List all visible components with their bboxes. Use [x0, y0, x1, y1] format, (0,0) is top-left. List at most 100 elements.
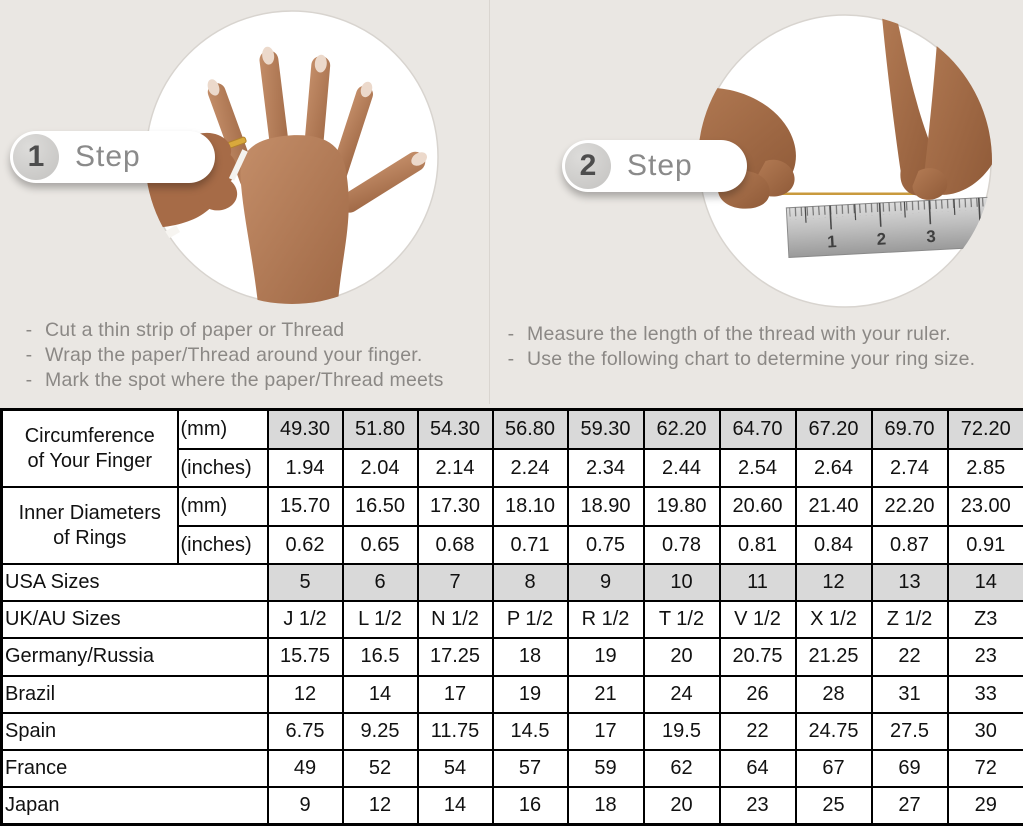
instruction-item: - Cut a thin strip of paper or Thread: [22, 318, 444, 343]
size-cell: 0.87: [870, 524, 949, 566]
steel-ruler: 1 2 3: [785, 194, 993, 258]
size-cell: 12: [794, 563, 873, 603]
column-divider: [489, 0, 490, 404]
size-cell: T 1/2: [642, 600, 721, 640]
size-cell: 33: [946, 674, 1023, 714]
table-row: Circumference of Your Finger (mm) 49.30 51.8…: [0, 408, 1023, 489]
step1-instructions: - Cut a thin strip of paper or Thread - …: [22, 318, 444, 393]
row-label: USA Sizes: [0, 563, 269, 603]
size-cell: 31: [870, 674, 949, 714]
row-label: UK/AU Sizes: [0, 600, 269, 640]
table-row: (inches) 0.62 0.65 0.68 0.71 0.75 0.78 0.81 0.84…: [2, 524, 1023, 566]
step1-photo: [143, 8, 441, 306]
size-cell: 24: [642, 674, 721, 714]
ruler-number-2: 2: [876, 229, 886, 248]
size-cell: 14: [341, 674, 419, 714]
size-cell: 27.5: [870, 711, 949, 751]
size-cell: 54.30: [416, 408, 494, 450]
unit-label: (inches): [176, 524, 269, 566]
size-cell: 7: [416, 563, 494, 603]
size-cell: 18.90: [566, 486, 645, 527]
ring-size-table: Circumference of Your Finger (mm) 49.30 51.8…: [0, 408, 1023, 826]
step2-label: Step: [627, 149, 693, 182]
step2-instructions: - Measure the length of the thread with …: [504, 322, 975, 372]
unit-label: (mm): [176, 486, 269, 527]
size-cell: 64.70: [718, 408, 797, 450]
size-cell: J 1/2: [266, 600, 344, 640]
step1-label: Step: [75, 140, 141, 173]
size-cell: 0.78: [642, 524, 721, 566]
measuring-thread-illustration: 1 2 3: [697, 13, 993, 308]
size-cell: 22: [718, 711, 797, 751]
fingernails: [207, 46, 427, 166]
row-label: Circumference of Your Finger: [0, 408, 179, 489]
size-cell: 69.70: [870, 408, 949, 450]
instruction-text: Use the following chart to determine you…: [527, 348, 976, 370]
size-cell: 14.5: [491, 711, 569, 751]
step1-number: 1: [13, 134, 59, 180]
bullet-dash: -: [25, 319, 33, 341]
size-cell: 20: [642, 785, 721, 826]
size-cell: 28: [794, 674, 873, 714]
size-cell: 67.20: [794, 408, 873, 450]
size-cell: 26: [718, 674, 797, 714]
size-cell: 8: [491, 563, 569, 603]
size-cell: 22.20: [870, 486, 949, 527]
size-cell: 27: [870, 785, 949, 826]
size-cell: 51.80: [341, 408, 419, 450]
step2-number: 2: [565, 143, 611, 189]
size-cell: 19.5: [642, 711, 721, 751]
size-cell: 59: [566, 748, 645, 788]
size-chart-section: Circumference of Your Finger (mm) 49.30 51.8…: [0, 408, 1023, 826]
size-cell: 11.75: [416, 711, 494, 751]
size-cell: 62: [642, 748, 721, 788]
size-cell: 21: [566, 674, 645, 714]
size-cell: 0.68: [416, 524, 494, 566]
size-cell: 2.04: [341, 447, 419, 489]
step2-photo: 1 2 3: [696, 12, 994, 310]
unit-label: (mm): [176, 408, 269, 450]
paper-strip: [228, 149, 248, 181]
size-cell: 17: [416, 674, 494, 714]
size-cell: Z3: [946, 600, 1023, 640]
size-cell: V 1/2: [718, 600, 797, 640]
size-cell: X 1/2: [794, 600, 873, 640]
size-cell: 12: [341, 785, 419, 826]
size-cell: 0.91: [946, 524, 1023, 566]
table-row: UK/AU Sizes J 1/2 L 1/2 N 1/2 P 1/2 R 1/2 T 1/…: [0, 600, 1023, 640]
size-cell: 16.5: [341, 637, 419, 677]
size-cell: 12: [266, 674, 344, 714]
size-cell: 9: [566, 563, 645, 603]
size-cell: 14: [946, 563, 1023, 603]
size-cell: 5: [266, 563, 344, 603]
size-cell: 29: [946, 785, 1023, 826]
size-cell: 17.25: [416, 637, 494, 677]
size-cell: 21.25: [794, 637, 873, 677]
size-cell: 15.75: [266, 637, 344, 677]
size-cell: 25: [794, 785, 873, 826]
table-row: (inches) 1.94 2.04 2.14 2.24 2.34 2.44 2.54 2.64…: [2, 447, 1023, 489]
size-cell: 22: [870, 637, 949, 677]
size-cell: 54: [416, 748, 494, 788]
unit-label: (inches): [176, 447, 269, 489]
size-cell: 0.84: [794, 524, 873, 566]
size-cell: 0.65: [341, 524, 419, 566]
size-cell: 23.00: [946, 486, 1023, 527]
hand-with-ring-illustration: [144, 10, 439, 305]
size-cell: 2.14: [416, 447, 494, 489]
size-cell: 52: [341, 748, 419, 788]
table-row: Brazil 12 14 17 19 21 24 26 28 31 33: [0, 674, 1023, 714]
size-cell: 20.75: [718, 637, 797, 677]
size-cell: 62.20: [642, 408, 721, 450]
size-cell: 72.20: [946, 408, 1023, 450]
size-cell: 56.80: [491, 408, 569, 450]
table-row: Japan 9 12 14 16 18 20 23 25 27 29: [0, 785, 1023, 826]
size-cell: 10: [642, 563, 721, 603]
instruction-item: - Measure the length of the thread with …: [504, 322, 975, 347]
step1-badge: 1 Step: [10, 131, 215, 183]
size-cell: 49.30: [266, 408, 344, 450]
instruction-text: Measure the length of the thread with yo…: [527, 323, 951, 345]
size-cell: 14: [416, 785, 494, 826]
size-cell: 20: [642, 637, 721, 677]
